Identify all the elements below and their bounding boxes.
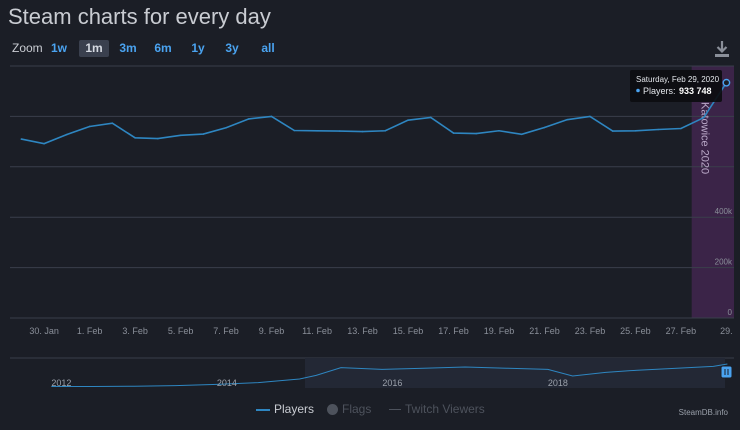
players-point bbox=[680, 127, 682, 130]
legend-twitch-label: Twitch Viewers bbox=[405, 402, 485, 416]
x-tick-label: 11. Feb bbox=[302, 326, 332, 336]
legend-players-label: Players bbox=[274, 402, 315, 416]
players-point bbox=[589, 115, 591, 118]
zoom-3y-button[interactable]: 3y bbox=[225, 41, 239, 55]
hover-point-marker bbox=[722, 78, 731, 87]
legend-twitch[interactable]: Twitch Viewers bbox=[389, 402, 485, 416]
legend-players-swatch bbox=[256, 408, 270, 411]
y-tick-label: 0 bbox=[728, 308, 733, 317]
tooltip-value: 933 748 bbox=[679, 86, 712, 96]
tooltip: Saturday, Feb 29, 2020 Players: 933 748 bbox=[630, 70, 722, 102]
navigator-year-label: 2016 bbox=[382, 378, 402, 388]
players-point bbox=[270, 115, 273, 118]
players-point bbox=[111, 122, 114, 125]
players-point bbox=[316, 129, 318, 132]
download-icon[interactable] bbox=[714, 40, 730, 58]
event-band-label: Katowice 2020 bbox=[699, 102, 711, 174]
players-point bbox=[702, 116, 705, 119]
navigator-selection bbox=[305, 358, 725, 388]
x-tick-label: 27. Feb bbox=[666, 326, 697, 336]
event-band bbox=[691, 66, 734, 318]
players-point bbox=[611, 130, 614, 132]
navigator-year-label: 2012 bbox=[51, 378, 71, 388]
players-point bbox=[543, 126, 546, 129]
y-tick-label: 400k bbox=[715, 207, 733, 216]
navigator-line bbox=[51, 363, 728, 387]
x-tick-label: 3. Feb bbox=[122, 326, 148, 336]
players-point bbox=[20, 138, 23, 140]
x-tick-label: 21. Feb bbox=[529, 326, 560, 336]
players-line bbox=[21, 82, 728, 145]
tooltip-series-dot bbox=[636, 88, 640, 93]
legend-flags[interactable]: Flags bbox=[327, 402, 371, 416]
players-point bbox=[407, 119, 409, 121]
navigator-year-label: 2014 bbox=[217, 378, 237, 388]
x-tick-label: 5. Feb bbox=[168, 326, 194, 336]
zoom-label: Zoom bbox=[12, 41, 43, 55]
players-point bbox=[248, 118, 250, 120]
players-point bbox=[384, 129, 387, 132]
credit-link[interactable]: SteamDB.info bbox=[678, 408, 728, 417]
x-tick-label: 9. Feb bbox=[259, 326, 285, 336]
players-point bbox=[634, 129, 637, 132]
zoom-all-button[interactable]: all bbox=[261, 41, 275, 55]
tooltip-date: Saturday, Feb 29, 2020 bbox=[636, 75, 720, 84]
x-tick-label: 17. Feb bbox=[438, 326, 469, 336]
players-point bbox=[498, 129, 500, 132]
players-point bbox=[157, 137, 159, 140]
x-tick-label: 23. Feb bbox=[575, 326, 606, 336]
zoom-1w-button[interactable]: 1w bbox=[50, 41, 67, 55]
x-tick-label: 15. Feb bbox=[393, 326, 424, 336]
players-point bbox=[361, 130, 364, 133]
zoom-1y-button[interactable]: 1y bbox=[191, 41, 205, 55]
players-point bbox=[452, 132, 455, 134]
page-title: Steam charts for every day bbox=[8, 4, 271, 29]
legend-twitch-swatch bbox=[389, 409, 401, 411]
flags-icon bbox=[327, 404, 338, 416]
players-point bbox=[66, 133, 68, 136]
players-point bbox=[566, 118, 569, 121]
players-point bbox=[43, 142, 45, 145]
players-point bbox=[657, 128, 659, 131]
zoom-1m-button[interactable]: 1m bbox=[79, 40, 109, 57]
legend-flags-label: Flags bbox=[342, 402, 372, 416]
x-tick-label: 7. Feb bbox=[213, 326, 239, 336]
players-point bbox=[179, 134, 182, 137]
players-point bbox=[429, 116, 432, 119]
players-chart[interactable]: 0 200k 400k Katowice 2020 30. Jan 1. Feb 3. Fe… bbox=[0, 60, 740, 402]
navigator-handle[interactable] bbox=[720, 365, 733, 379]
legend: Players Flags Twitch Viewers bbox=[0, 402, 740, 418]
zoom-3m-button[interactable]: 3m bbox=[119, 41, 137, 55]
players-point bbox=[338, 130, 341, 132]
legend-players[interactable]: Players bbox=[256, 402, 314, 416]
x-tick-label: 30. Jan bbox=[29, 326, 59, 336]
players-point bbox=[202, 133, 205, 135]
navigator-year-label: 2018 bbox=[548, 378, 568, 388]
x-tick-label: 29. bbox=[720, 326, 733, 336]
players-point bbox=[293, 129, 296, 132]
players-point bbox=[475, 132, 478, 135]
tooltip-box bbox=[630, 70, 722, 102]
x-tick-label: 19. Feb bbox=[484, 326, 515, 336]
x-tick-label: 1. Feb bbox=[77, 326, 103, 336]
players-point bbox=[225, 126, 227, 129]
tooltip-label: Players: bbox=[643, 86, 676, 96]
players-point bbox=[134, 137, 136, 139]
zoom-6m-button[interactable]: 6m bbox=[154, 41, 172, 55]
players-point bbox=[88, 125, 91, 128]
x-tick-label: 13. Feb bbox=[347, 326, 378, 336]
x-tick-label: 25. Feb bbox=[620, 326, 651, 336]
y-tick-label: 200k bbox=[715, 258, 733, 267]
players-point bbox=[520, 133, 523, 136]
